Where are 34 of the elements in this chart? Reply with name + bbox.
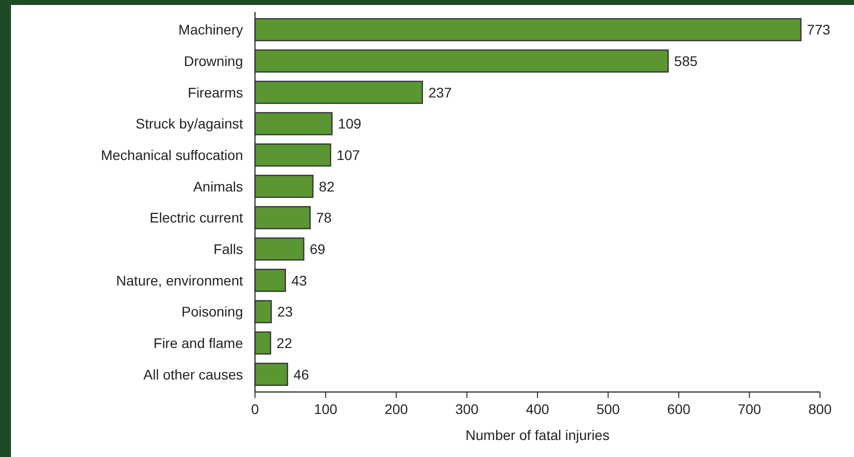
data-label: 46 (293, 366, 310, 382)
data-label: 82 (318, 178, 335, 194)
data-label: 773 (806, 22, 831, 38)
y-tick-label: Struck by/against (136, 116, 244, 132)
data-label: 78 (316, 210, 332, 226)
x-tick-label: 300 (455, 401, 479, 417)
data-label: 237 (428, 84, 452, 100)
x-tick-label: 400 (526, 401, 550, 417)
data-label: 23 (277, 304, 294, 320)
data-label: 69 (310, 241, 326, 257)
x-axis-title: Number of fatal injuries (466, 427, 610, 443)
y-tick-label: Falls (213, 241, 243, 257)
y-tick-label: All other causes (143, 366, 243, 382)
data-label: 585 (674, 53, 698, 69)
y-tick-label: Animals (193, 178, 243, 194)
data-label: 22 (276, 335, 292, 351)
y-tick-label: Machinery (178, 22, 243, 38)
x-tick-label: 800 (808, 401, 832, 417)
data-label: 43 (291, 272, 308, 288)
data-label: 107 (336, 147, 360, 163)
y-tick-label: Electric current (150, 210, 244, 226)
y-tick-label: Drowning (184, 53, 243, 69)
x-tick-label: 200 (384, 401, 408, 417)
data-label: 109 (338, 116, 362, 132)
y-tick-label: Nature, environment (116, 272, 244, 288)
y-tick-label: Fire and flame (154, 335, 244, 351)
x-tick-label: 500 (596, 401, 620, 417)
x-tick-label: 100 (314, 401, 338, 417)
x-tick-label: 700 (738, 401, 762, 417)
y-tick-label: Firearms (188, 84, 243, 100)
x-tick-label: 0 (251, 401, 260, 417)
x-tick-label: 600 (667, 401, 691, 417)
y-tick-label: Poisoning (182, 304, 243, 320)
y-tick-label: Mechanical suffocation (100, 147, 243, 163)
